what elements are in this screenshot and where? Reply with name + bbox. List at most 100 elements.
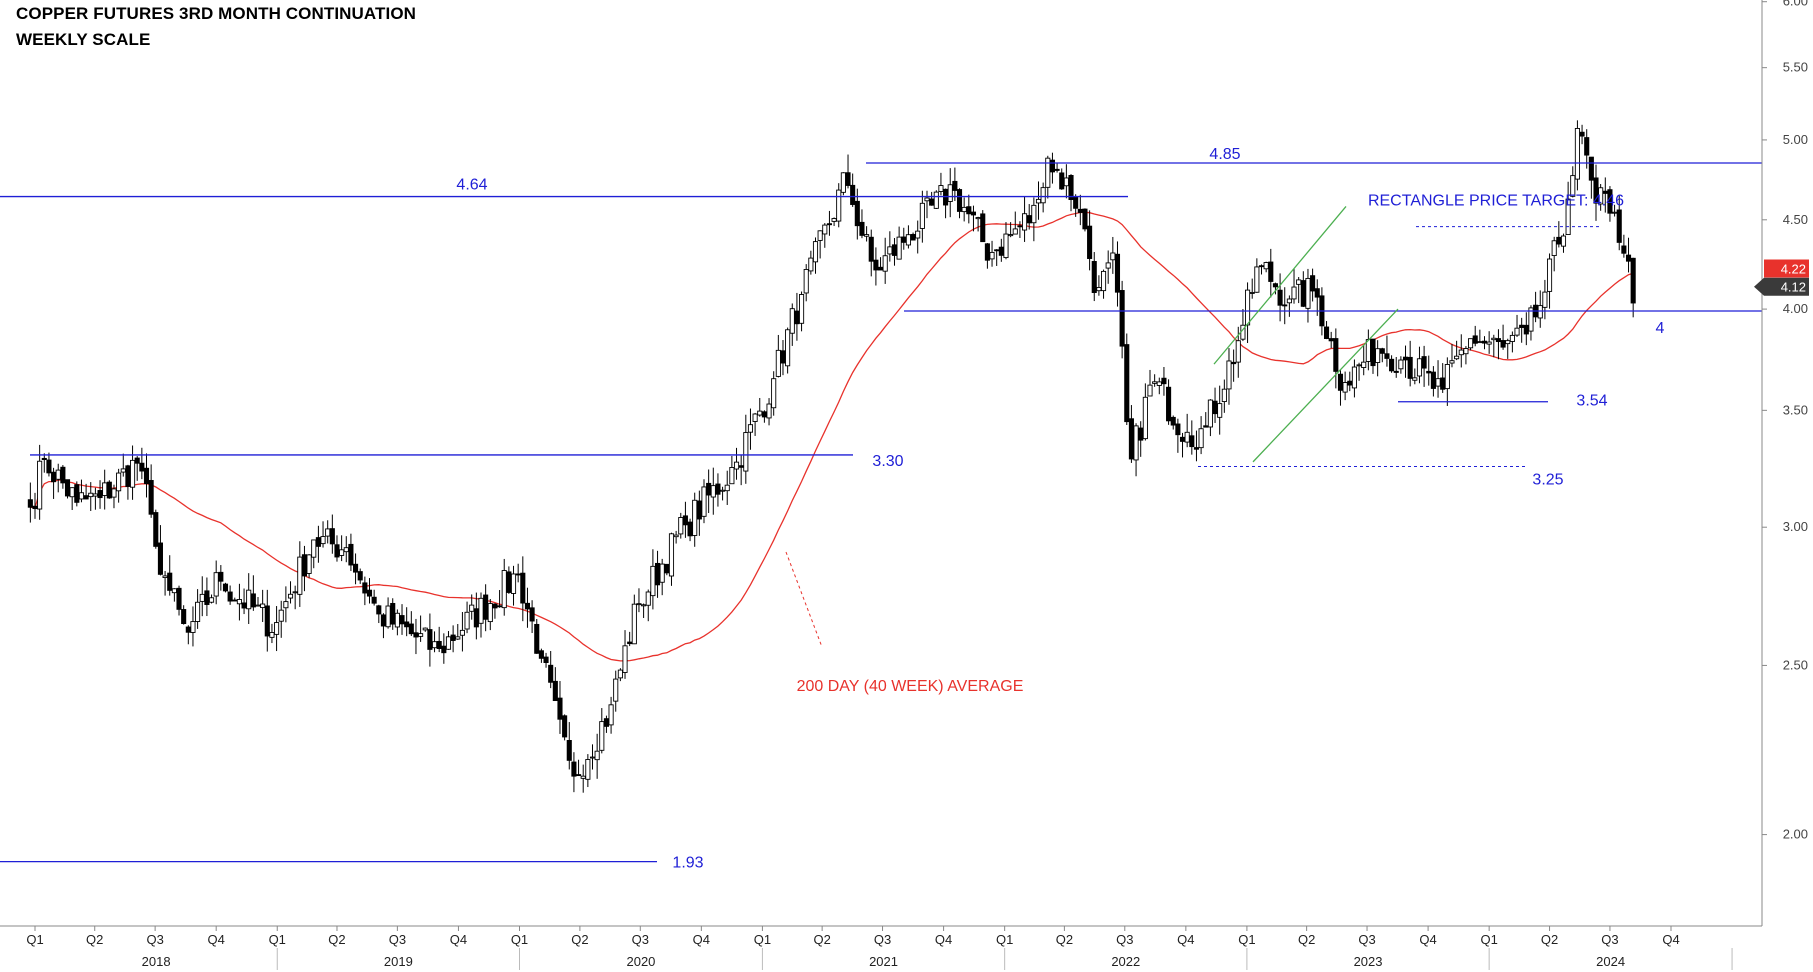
candle-body bbox=[413, 632, 419, 638]
candle bbox=[654, 550, 661, 598]
candle bbox=[385, 597, 391, 629]
candle-body bbox=[1463, 348, 1469, 355]
candle bbox=[301, 545, 308, 592]
candle-body bbox=[831, 218, 837, 222]
candle bbox=[287, 581, 294, 604]
candle-body bbox=[1189, 435, 1195, 448]
candle bbox=[283, 586, 289, 623]
candle bbox=[1040, 182, 1046, 213]
candle-body bbox=[747, 424, 754, 433]
candle-body bbox=[548, 664, 554, 683]
candle-body bbox=[952, 180, 958, 191]
candle-body bbox=[1491, 337, 1497, 341]
candle-body bbox=[213, 572, 219, 597]
candle-body bbox=[1105, 262, 1111, 269]
candle bbox=[975, 216, 981, 232]
candle bbox=[143, 453, 150, 498]
candle bbox=[1012, 211, 1018, 235]
candle-body bbox=[399, 615, 405, 625]
candle bbox=[1142, 383, 1148, 441]
candle bbox=[199, 576, 205, 617]
candle-body bbox=[167, 572, 173, 591]
x-quarter-label: Q1 bbox=[754, 932, 771, 947]
candle bbox=[450, 625, 456, 653]
candle bbox=[1440, 363, 1446, 393]
line-3-54-label: 3.54 bbox=[1576, 393, 1607, 410]
candle-body bbox=[371, 596, 377, 604]
candle bbox=[260, 589, 266, 622]
candle bbox=[1189, 420, 1195, 455]
candle-body bbox=[64, 479, 71, 497]
candle bbox=[952, 167, 958, 202]
candle-body bbox=[487, 603, 493, 623]
candle bbox=[157, 525, 163, 576]
candle bbox=[55, 463, 61, 493]
candle-body bbox=[1551, 240, 1557, 257]
candle-body bbox=[1333, 338, 1339, 372]
candle-body bbox=[1291, 286, 1297, 300]
candle bbox=[473, 592, 479, 640]
candle bbox=[1217, 385, 1223, 435]
candle-body bbox=[143, 467, 150, 485]
candle bbox=[92, 487, 98, 510]
candle-body bbox=[1365, 339, 1371, 362]
candle bbox=[803, 264, 809, 302]
candle-body bbox=[608, 704, 614, 726]
candle-body bbox=[69, 487, 75, 498]
candle-body bbox=[1528, 307, 1534, 332]
candle-body bbox=[1282, 304, 1288, 307]
candle bbox=[1328, 331, 1334, 349]
x-year-label: 2019 bbox=[384, 954, 413, 969]
candle-body bbox=[887, 246, 893, 255]
candle bbox=[799, 291, 805, 332]
y-tick-label: 4.50 bbox=[1783, 212, 1808, 227]
candle-body bbox=[1226, 360, 1232, 390]
candle-body bbox=[720, 489, 726, 492]
candle-body bbox=[1468, 338, 1474, 349]
candle-body bbox=[357, 571, 363, 581]
candle-body bbox=[692, 499, 698, 536]
candle bbox=[692, 492, 698, 547]
candle bbox=[1031, 197, 1037, 242]
candle bbox=[41, 453, 47, 473]
candle-body bbox=[1212, 400, 1218, 415]
candle bbox=[1472, 325, 1478, 347]
candle bbox=[947, 168, 953, 218]
candle-body bbox=[1077, 208, 1083, 213]
candle-body bbox=[771, 378, 777, 409]
candle bbox=[78, 479, 85, 503]
candle bbox=[1421, 345, 1427, 387]
last-close-badge-box bbox=[1754, 277, 1809, 296]
candle bbox=[994, 249, 1000, 266]
candle-body bbox=[1477, 341, 1483, 344]
candle-body bbox=[785, 329, 791, 367]
candle-body bbox=[51, 471, 57, 483]
candle-body bbox=[1100, 270, 1107, 292]
candle bbox=[325, 520, 331, 544]
candle bbox=[956, 188, 963, 219]
candle bbox=[1365, 329, 1371, 371]
candle-body bbox=[1565, 198, 1571, 235]
candle bbox=[51, 467, 57, 499]
candle-body bbox=[1481, 340, 1488, 344]
candle-body bbox=[645, 591, 651, 606]
candle-body bbox=[1017, 225, 1023, 228]
candle-body bbox=[1458, 349, 1464, 356]
candle bbox=[580, 764, 586, 793]
candle-body bbox=[404, 621, 410, 628]
candle-body bbox=[1166, 386, 1172, 422]
x-quarter-label: Q1 bbox=[511, 932, 528, 947]
candle bbox=[195, 589, 201, 629]
candle-body bbox=[348, 543, 354, 566]
candle-body bbox=[445, 636, 452, 650]
candle-body bbox=[301, 554, 308, 577]
candle-body bbox=[106, 481, 112, 499]
candle-body bbox=[668, 533, 675, 577]
candle bbox=[1022, 196, 1028, 242]
candle-body bbox=[380, 614, 386, 627]
candle-body bbox=[543, 656, 549, 664]
last-close-badge-label: 4.12 bbox=[1781, 280, 1806, 295]
candle bbox=[501, 558, 507, 616]
candle bbox=[371, 589, 377, 606]
